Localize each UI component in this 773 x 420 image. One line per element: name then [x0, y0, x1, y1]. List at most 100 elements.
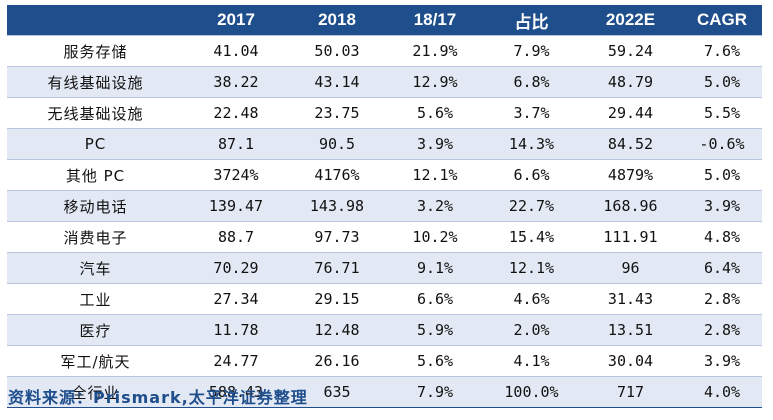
table-cell: 59.24	[579, 35, 682, 67]
row-label: 医疗	[7, 314, 184, 346]
table-cell: 2.8%	[682, 283, 762, 315]
table-row: PC 87.1 90.5 3.9% 14.3% 84.52 -0.6%	[7, 128, 762, 160]
header-row: 2017 2018 18/17 占比 2022E CAGR	[7, 5, 762, 36]
table-cell: 29.15	[288, 283, 386, 315]
row-label: 工业	[7, 283, 184, 315]
table-cell: 87.1	[184, 128, 288, 160]
table-cell: 88.7	[184, 221, 288, 253]
table-cell: 100.0%	[484, 376, 579, 408]
table-cell: 43.14	[288, 66, 386, 98]
table-cell: 22.7%	[484, 190, 579, 222]
table-cell: 27.34	[184, 283, 288, 315]
table-row: 有线基础设施 38.22 43.14 12.9% 6.8% 48.79 5.0%	[7, 66, 762, 98]
table-cell: 5.9%	[386, 314, 484, 346]
table-cell: 5.0%	[682, 159, 762, 191]
row-label: 全行业	[7, 376, 184, 408]
table-row: 其他 PC 3724% 4176% 12.1% 6.6% 4879% 5.0%	[7, 159, 762, 191]
table-cell: 24.77	[184, 345, 288, 377]
row-label: 有线基础设施	[7, 66, 184, 98]
table-cell: 139.47	[184, 190, 288, 222]
row-label: 消费电子	[7, 221, 184, 253]
table-cell: 3.9%	[386, 128, 484, 160]
table-cell: 6.8%	[484, 66, 579, 98]
table-cell: 717	[579, 376, 682, 408]
table-cell: 4.0%	[682, 376, 762, 408]
row-label: PC	[7, 128, 184, 160]
table-cell: 7.9%	[484, 35, 579, 67]
table-cell: 4.6%	[484, 283, 579, 315]
table-row: 消费电子 88.7 97.73 10.2% 15.4% 111.91 4.8%	[7, 221, 762, 253]
table-cell: 5.0%	[682, 66, 762, 98]
table-cell: 70.29	[184, 252, 288, 284]
table-cell: 38.22	[184, 66, 288, 98]
table-row: 移动电话 139.47 143.98 3.2% 22.7% 168.96 3.9%	[7, 190, 762, 222]
table-cell: 7.6%	[682, 35, 762, 67]
table-cell: 5.5%	[682, 97, 762, 129]
table-cell: 3.7%	[484, 97, 579, 129]
table-cell: 4176%	[288, 159, 386, 191]
table-row: 军工/航天 24.77 26.16 5.6% 4.1% 30.04 3.9%	[7, 345, 762, 377]
table-row: 汽车 70.29 76.71 9.1% 12.1% 96 6.4%	[7, 252, 762, 284]
table-cell: 30.04	[579, 345, 682, 377]
table-cell: 6.6%	[484, 159, 579, 191]
header-cell: 18/17	[386, 5, 484, 36]
header-cell: 2018	[288, 5, 386, 36]
table-row: 服务存储 41.04 50.03 21.9% 7.9% 59.24 7.6%	[7, 35, 762, 67]
table-row: 工业 27.34 29.15 6.6% 4.6% 31.43 2.8%	[7, 283, 762, 315]
table-cell: 48.79	[579, 66, 682, 98]
table-cell: 3724%	[184, 159, 288, 191]
row-label: 其他 PC	[7, 159, 184, 191]
row-label: 军工/航天	[7, 345, 184, 377]
table-row: 全行业 588.43 635 7.9% 100.0% 717 4.0%	[7, 376, 762, 408]
table-cell: 97.73	[288, 221, 386, 253]
table-cell: 10.2%	[386, 221, 484, 253]
table-cell: 76.71	[288, 252, 386, 284]
header-cell: 2022E	[579, 5, 682, 36]
table-cell: 6.4%	[682, 252, 762, 284]
table-row: 医疗 11.78 12.48 5.9% 2.0% 13.51 2.8%	[7, 314, 762, 346]
data-table: 2017 2018 18/17 占比 2022E CAGR 服务存储 41.04 50.03 2…	[7, 5, 762, 408]
table-cell: 4.1%	[484, 345, 579, 377]
table-cell: 41.04	[184, 35, 288, 67]
table-cell: 635	[288, 376, 386, 408]
table-cell: 90.5	[288, 128, 386, 160]
table-cell: 5.6%	[386, 345, 484, 377]
table-cell: 4879%	[579, 159, 682, 191]
table-cell: 15.4%	[484, 221, 579, 253]
table-cell: 12.9%	[386, 66, 484, 98]
table-cell: 96	[579, 252, 682, 284]
table-cell: 12.1%	[386, 159, 484, 191]
table-cell: 11.78	[184, 314, 288, 346]
table-cell: 3.9%	[682, 345, 762, 377]
table-row: 无线基础设施 22.48 23.75 5.6% 3.7% 29.44 5.5%	[7, 97, 762, 129]
table-cell: 4.8%	[682, 221, 762, 253]
table-cell: 6.6%	[386, 283, 484, 315]
table-cell: 3.9%	[682, 190, 762, 222]
header-cell: 2017	[184, 5, 288, 36]
row-label: 服务存储	[7, 35, 184, 67]
table-cell: 9.1%	[386, 252, 484, 284]
table-cell: 22.48	[184, 97, 288, 129]
table-cell: 2.0%	[484, 314, 579, 346]
table-body: 服务存储 41.04 50.03 21.9% 7.9% 59.24 7.6% 有线基础设施 38…	[7, 35, 762, 408]
table-cell: 31.43	[579, 283, 682, 315]
table-cell: 14.3%	[484, 128, 579, 160]
table-cell: 13.51	[579, 314, 682, 346]
table-cell: 12.1%	[484, 252, 579, 284]
row-label: 移动电话	[7, 190, 184, 222]
table-cell: 26.16	[288, 345, 386, 377]
table-cell: 23.75	[288, 97, 386, 129]
table-cell: 588.43	[184, 376, 288, 408]
header-cell: CAGR	[682, 5, 762, 36]
table-cell: 84.52	[579, 128, 682, 160]
table-cell: 5.6%	[386, 97, 484, 129]
table-cell: 12.48	[288, 314, 386, 346]
table-cell: 21.9%	[386, 35, 484, 67]
header-cell-category	[7, 5, 184, 36]
table-cell: 143.98	[288, 190, 386, 222]
table-header: 2017 2018 18/17 占比 2022E CAGR	[7, 5, 762, 36]
table-cell: 3.2%	[386, 190, 484, 222]
row-label: 无线基础设施	[7, 97, 184, 129]
table-cell: 111.91	[579, 221, 682, 253]
